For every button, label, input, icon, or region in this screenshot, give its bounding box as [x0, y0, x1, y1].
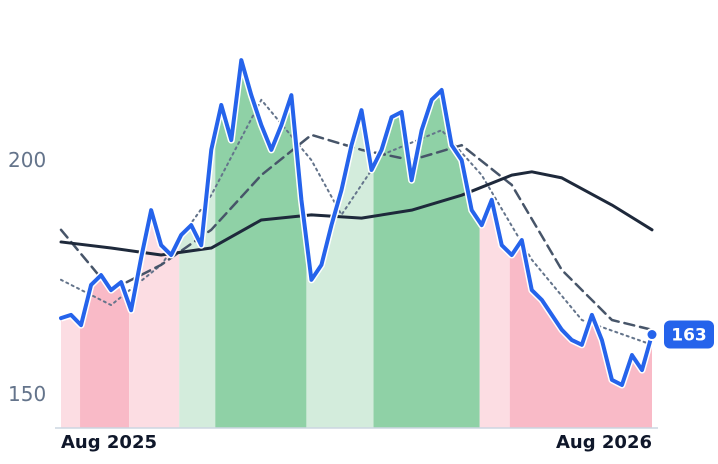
- region: [509, 240, 652, 428]
- value-badge: [664, 320, 714, 349]
- value-badge-label: 163: [671, 326, 707, 346]
- region: [306, 110, 374, 428]
- last-point: [645, 328, 659, 342]
- region: [80, 275, 130, 428]
- x-tick-label: Aug 2026: [556, 432, 652, 453]
- x-tick-label: Aug 2025: [61, 432, 157, 453]
- series-line: [59, 58, 654, 387]
- region: [61, 314, 81, 428]
- region: [215, 60, 307, 428]
- series-line: [59, 133, 654, 332]
- region: [479, 199, 510, 428]
- y-tick-label: 150: [8, 382, 46, 406]
- region: [373, 90, 480, 428]
- y-tick-label: 200: [8, 148, 46, 172]
